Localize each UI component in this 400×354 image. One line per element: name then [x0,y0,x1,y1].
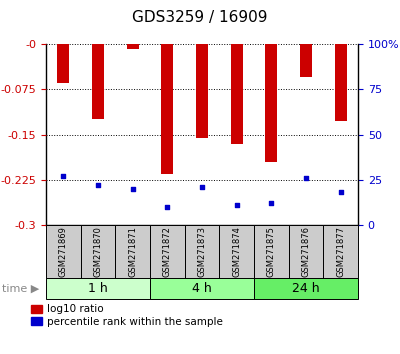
Bar [161,44,173,174]
Point [164,204,170,210]
Point [199,184,205,190]
FancyBboxPatch shape [46,278,150,299]
Bar [300,44,312,78]
Bar [196,44,208,137]
FancyBboxPatch shape [150,278,254,299]
Text: GSM271869: GSM271869 [59,226,68,277]
Text: GSM271870: GSM271870 [94,226,102,277]
Bar [334,44,347,121]
Point [268,200,274,206]
FancyBboxPatch shape [254,278,358,299]
Bar [230,44,243,144]
Bar [265,44,278,161]
Bar [126,44,139,49]
Text: GDS3259 / 16909: GDS3259 / 16909 [132,10,268,25]
Point [234,202,240,208]
Text: 4 h: 4 h [192,282,212,295]
FancyBboxPatch shape [150,225,185,278]
Legend: log10 ratio, percentile rank within the sample: log10 ratio, percentile rank within the … [31,304,223,327]
FancyBboxPatch shape [46,225,81,278]
Text: GSM271872: GSM271872 [163,226,172,277]
Bar [92,44,104,120]
Point [338,189,344,195]
FancyBboxPatch shape [219,225,254,278]
Text: GSM271871: GSM271871 [128,226,137,277]
Text: GSM271877: GSM271877 [336,226,345,277]
Text: GSM271874: GSM271874 [232,226,241,277]
FancyBboxPatch shape [115,225,150,278]
Point [130,186,136,192]
FancyBboxPatch shape [185,225,219,278]
Text: GSM271876: GSM271876 [302,226,310,277]
Bar [57,44,70,84]
FancyBboxPatch shape [289,225,323,278]
Text: GSM271873: GSM271873 [198,226,206,277]
Text: 24 h: 24 h [292,282,320,295]
Point [95,182,101,188]
FancyBboxPatch shape [254,225,289,278]
Text: 1 h: 1 h [88,282,108,295]
Point [60,173,66,179]
FancyBboxPatch shape [323,225,358,278]
Point [303,175,309,181]
Text: GSM271875: GSM271875 [267,226,276,277]
Text: time ▶: time ▶ [2,284,39,293]
FancyBboxPatch shape [81,225,115,278]
